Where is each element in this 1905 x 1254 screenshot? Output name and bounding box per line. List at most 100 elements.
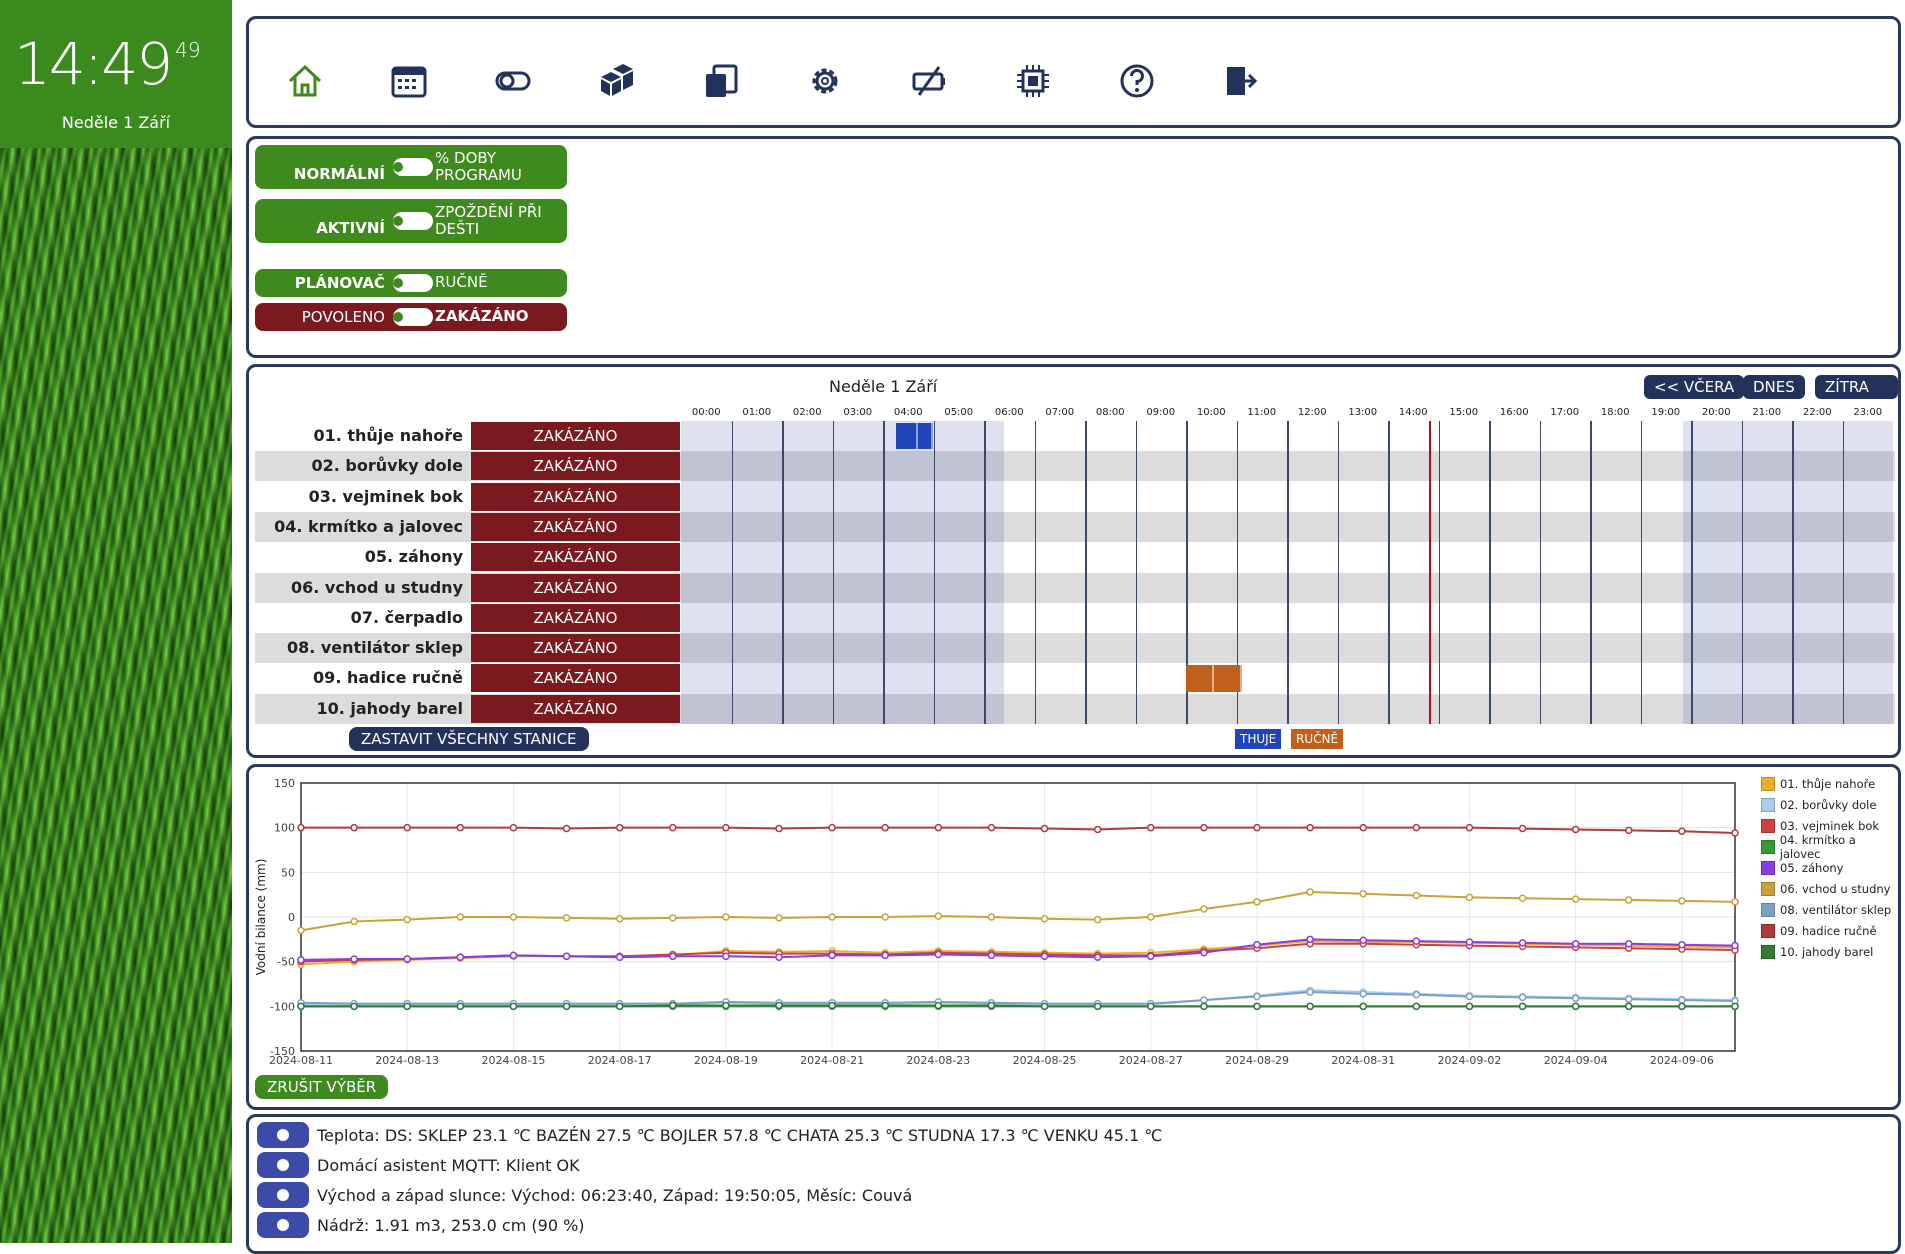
data-point — [1465, 893, 1474, 902]
legend-entry[interactable]: 05. záhony — [1761, 857, 1898, 878]
hour-gridline — [1388, 421, 1390, 724]
legend-label: 04. krmítko a jalovec — [1779, 832, 1856, 861]
planner-label: PLÁNOVAČ — [294, 274, 385, 292]
enable-toggle[interactable]: POVOLENO ZAKÁZÁNO — [255, 303, 567, 331]
enable-switch[interactable] — [393, 308, 433, 326]
data-point — [1359, 936, 1367, 944]
program-block-rucne[interactable] — [1213, 665, 1242, 692]
clock-hours-minutes: 14:49 — [14, 30, 173, 98]
hour-tick: 23:00 — [1853, 407, 1883, 418]
today-button[interactable]: DNES — [1743, 375, 1805, 399]
chip-icon[interactable] — [1013, 61, 1053, 101]
data-point — [456, 913, 465, 921]
station-status-button[interactable]: ZAKÁZÁNO — [471, 482, 680, 511]
stop-all-button[interactable]: ZASTAVIT VŠECHNY STANICE — [349, 727, 589, 751]
legend-swatch — [1761, 923, 1775, 938]
data-point — [297, 956, 305, 964]
data-point — [1200, 948, 1208, 957]
hour-tick: 07:00 — [1045, 407, 1075, 418]
data-point — [1678, 1002, 1686, 1011]
legend-label: 10. jahody barel — [1780, 944, 1874, 959]
station-status-button[interactable]: ZAKÁZÁNO — [471, 452, 680, 481]
no-battery-icon[interactable] — [909, 61, 949, 101]
legend-label: 03. vejminek bok — [1780, 818, 1880, 833]
data-point — [1306, 888, 1314, 896]
series-line — [301, 1004, 1735, 1008]
station-status-button[interactable]: ZAKÁZÁNO — [471, 634, 680, 663]
data-point — [1200, 823, 1208, 832]
status-toggle[interactable] — [257, 1182, 309, 1208]
program-block-thuje[interactable] — [895, 423, 919, 450]
legend-entry[interactable]: 09. hadice ručně — [1761, 920, 1898, 941]
gear-icon[interactable] — [805, 61, 845, 101]
data-point — [1093, 915, 1102, 924]
data-point — [1093, 1002, 1102, 1011]
status-toggle[interactable] — [257, 1152, 309, 1178]
clock-date: Neděle 1 Září — [61, 113, 171, 132]
data-point — [509, 951, 518, 960]
station-status-button[interactable]: ZAKÁZÁNO — [471, 603, 680, 632]
hour-gridline — [1287, 421, 1289, 724]
data-point — [509, 913, 518, 921]
status-toggle[interactable] — [257, 1212, 309, 1238]
data-point — [881, 823, 889, 832]
hour-gridline — [1792, 421, 1794, 724]
status-row-tank: Nádrž: 1.91 m3, 253.0 cm (90 %) — [257, 1211, 585, 1239]
data-point — [1625, 940, 1633, 948]
x-tick-label: 2024-08-17 — [588, 1054, 652, 1067]
y-tick-label: -100 — [270, 1000, 295, 1013]
calendar-icon[interactable] — [389, 61, 429, 101]
status-sun: Východ a západ slunce: Východ: 06:23:40,… — [317, 1185, 913, 1205]
station-name: 01. thůje nahoře — [313, 426, 463, 445]
active-switch[interactable] — [393, 212, 433, 230]
program-block-rucne[interactable] — [1186, 665, 1214, 692]
legend-entry[interactable]: 08. ventilátor sklep — [1761, 899, 1898, 920]
station-status-button[interactable]: ZAKÁZÁNO — [471, 422, 680, 450]
prev-day-button[interactable]: << VČERA — [1644, 375, 1745, 399]
hour-tick: 04:00 — [893, 407, 923, 418]
hour-tick: 20:00 — [1701, 407, 1731, 418]
mode-switch[interactable] — [393, 158, 433, 176]
legend-entry[interactable]: 04. krmítko a jalovec — [1761, 833, 1898, 861]
sidebar: 14:49 49 Neděle 1 Září — [0, 0, 232, 1243]
data-point — [1306, 823, 1314, 832]
station-status-button[interactable]: ZAKÁZÁNO — [471, 573, 680, 602]
toggle-icon[interactable] — [493, 61, 533, 101]
station-status-button[interactable]: ZAKÁZÁNO — [471, 664, 680, 693]
home-icon[interactable] — [285, 61, 325, 101]
mode-toggle[interactable]: NORMÁLNÍ % DOBY PROGRAMU — [255, 145, 567, 189]
packages-icon[interactable] — [597, 61, 637, 101]
data-point — [1147, 1002, 1155, 1011]
status-row-temperature: Teplota: DS: SKLEP 23.1 ℃ BAZÉN 27.5 ℃ B… — [257, 1121, 1162, 1149]
toolbar — [246, 16, 1901, 128]
data-point — [1040, 915, 1049, 923]
help-icon[interactable] — [1117, 61, 1157, 101]
next-day-button[interactable]: ZÍTRA >> — [1815, 375, 1898, 416]
station-status-button[interactable]: ZAKÁZÁNO — [471, 694, 680, 723]
chart-panel: 150 100 50 0 -50 -100 -150 2024-08-11 2024-08-13… — [246, 764, 1901, 1110]
clone-icon[interactable] — [701, 61, 741, 101]
program-block-thuje[interactable] — [918, 423, 934, 450]
hour-tick: 19:00 — [1651, 407, 1681, 418]
legend-entry[interactable]: 03. vejminek bok — [1761, 815, 1898, 836]
station-status-button[interactable]: ZAKÁZÁNO — [471, 512, 680, 541]
station-status-button[interactable]: ZAKÁZÁNO — [471, 543, 680, 572]
planner-toggle[interactable]: PLÁNOVAČ RUČNĚ — [255, 269, 567, 297]
legend-entry[interactable]: 01. thůje nahoře — [1761, 773, 1898, 794]
legend-entry[interactable]: 10. jahody barel — [1761, 941, 1898, 962]
status-toggle[interactable] — [257, 1122, 309, 1148]
hour-gridline — [1186, 421, 1188, 724]
active-toggle[interactable]: AKTIVNÍ ZPOŽDĚNÍ PŘI DEŠTI — [255, 199, 567, 243]
legend-entry[interactable]: 02. borůvky dole — [1761, 794, 1898, 815]
legend-entry[interactable]: 06. vchod u studny — [1761, 878, 1898, 899]
clear-selection-button[interactable]: ZRUŠIT VÝBĚR — [255, 1075, 389, 1099]
planner-switch[interactable] — [393, 274, 433, 292]
logout-icon[interactable] — [1221, 61, 1261, 101]
control-panel: NORMÁLNÍ % DOBY PROGRAMU AKTIVNÍ ZPOŽDĚN… — [246, 136, 1901, 358]
hour-tick: 08:00 — [1095, 407, 1125, 418]
hour-gridline — [1489, 421, 1491, 724]
y-axis-label: Vodní bilance (mm) — [254, 859, 268, 976]
hour-tick: 11:00 — [1247, 407, 1277, 418]
station-name: 10. jahody barel — [316, 698, 463, 718]
data-point — [1571, 895, 1580, 903]
